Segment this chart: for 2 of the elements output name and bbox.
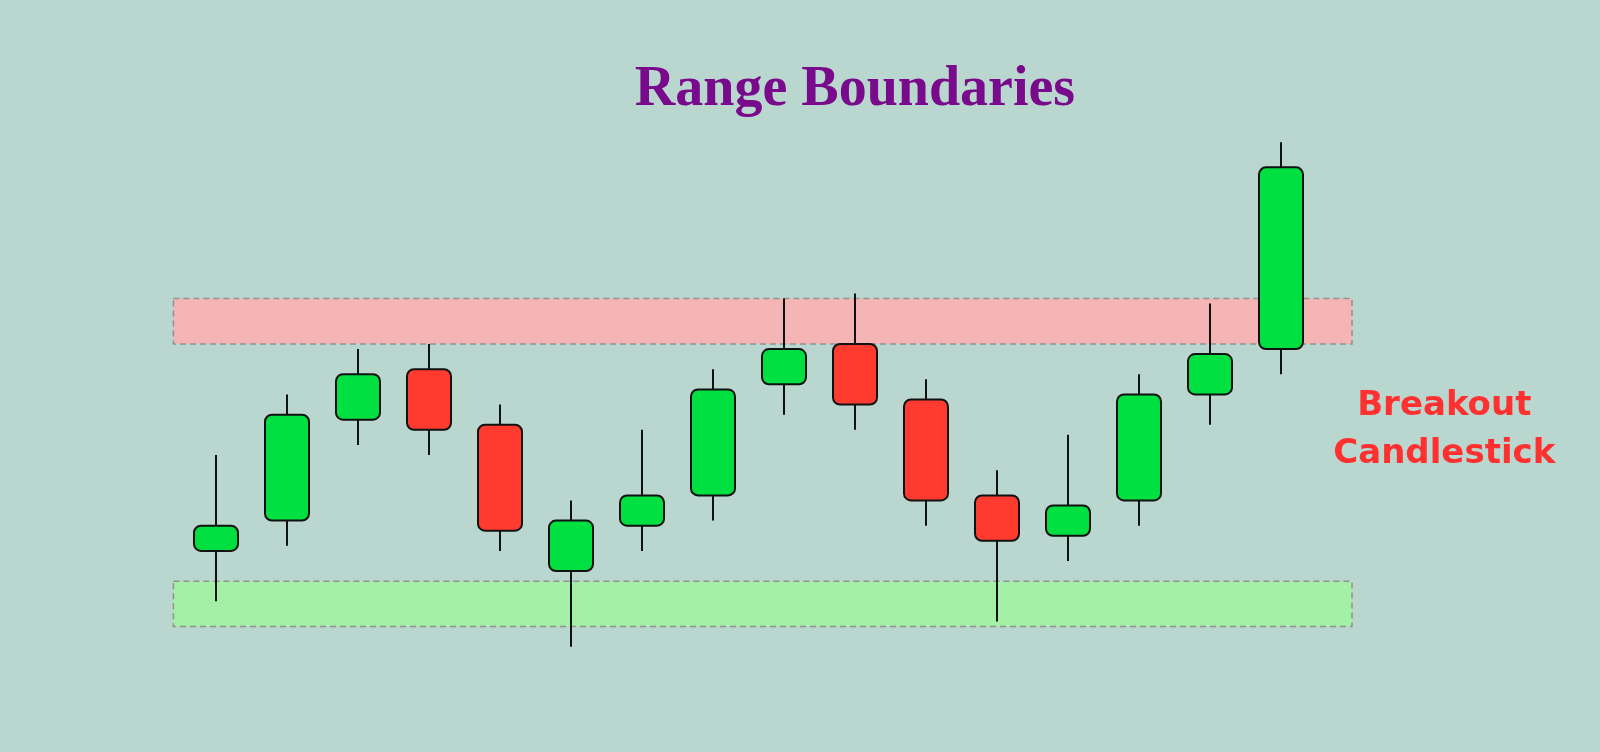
chart-title: Range Boundaries [634,55,1076,117]
annotation: Breakout Candlestick [1333,382,1557,471]
